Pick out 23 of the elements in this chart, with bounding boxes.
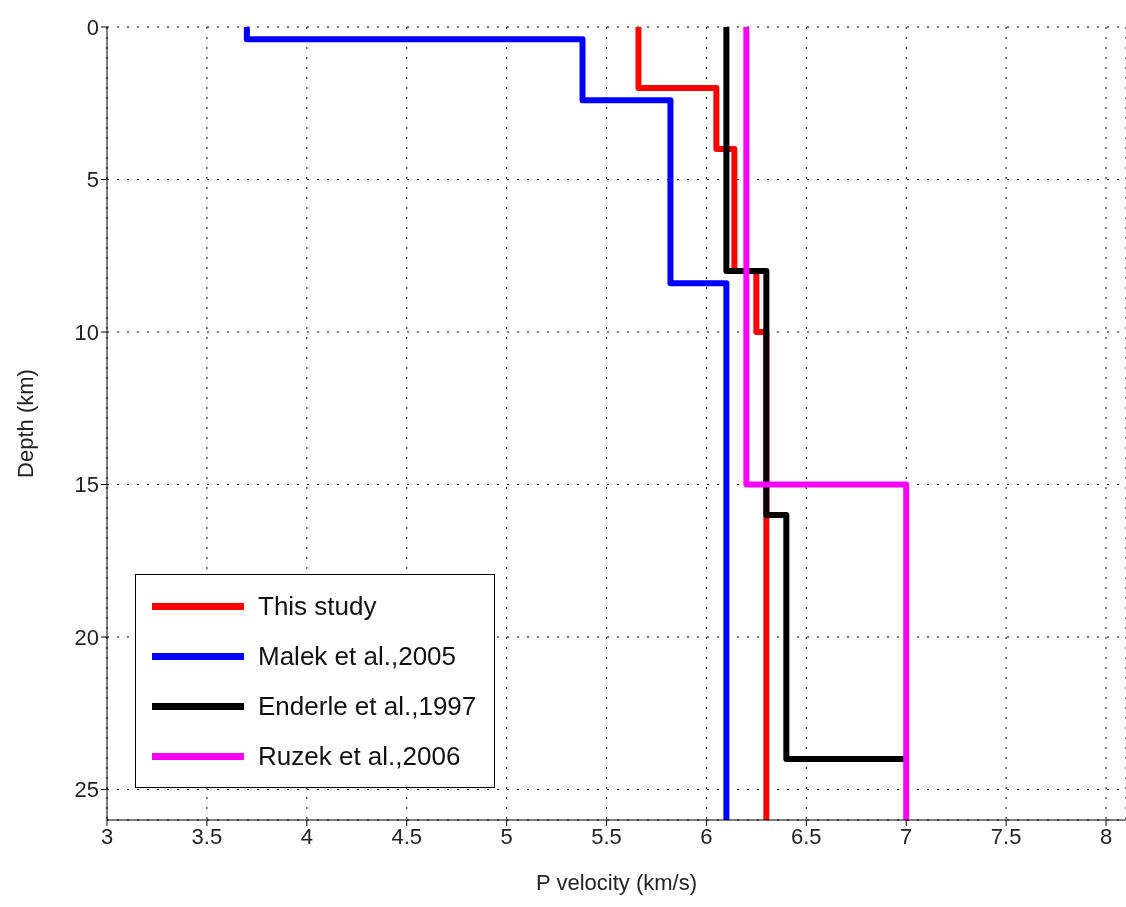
x-tick-label: 8	[1099, 823, 1113, 849]
x-tick-label: 6	[700, 823, 713, 849]
legend-label: Malek et al.,2005	[258, 640, 457, 673]
legend-label: This study	[258, 590, 377, 623]
x-tick-label: 6.5	[791, 823, 822, 849]
x-tick-label: 7.5	[990, 823, 1022, 849]
y-tick-label: 0	[86, 14, 99, 40]
y-tick-label: 15	[74, 472, 99, 498]
x-axis-title: P velocity (km/s)	[536, 870, 697, 895]
x-tick-label: 5.5	[591, 823, 622, 849]
x-tick-label: 3.5	[191, 823, 223, 849]
x-tick-label: 4.5	[391, 823, 422, 849]
legend-label: Ruzek et al.,2006	[258, 740, 461, 773]
y-tick-label: 5	[86, 167, 99, 193]
y-tick-label: 25	[74, 777, 99, 803]
y-tick-label: 20	[74, 624, 99, 650]
x-tick-label: 7	[900, 823, 913, 849]
legend-label: Enderle et al.,1997	[258, 690, 477, 723]
x-tick-label: 5	[500, 823, 513, 849]
y-axis-title: Depth (km)	[12, 369, 38, 478]
x-tick-label: 4	[300, 823, 313, 849]
x-tick-label: 3	[100, 823, 114, 849]
y-tick-label: 10	[74, 319, 99, 345]
